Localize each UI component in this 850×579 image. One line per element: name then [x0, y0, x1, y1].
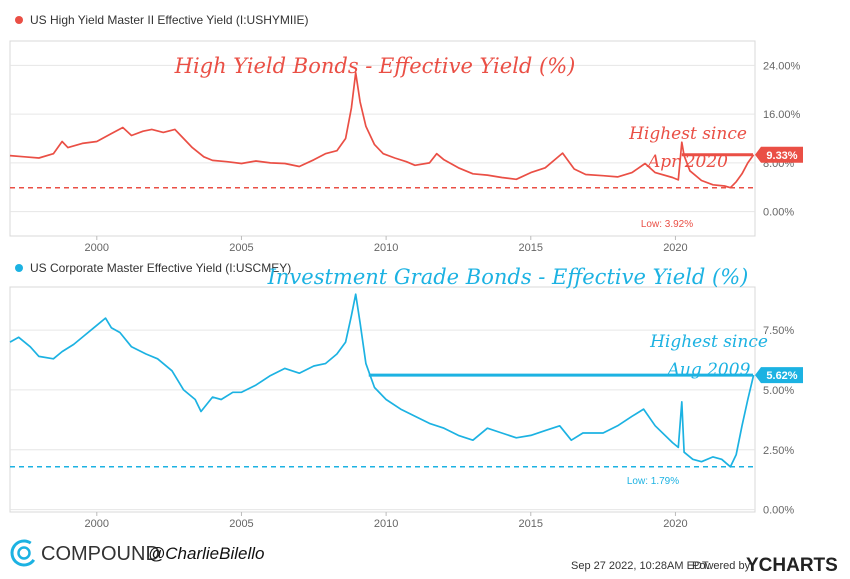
high-yield-y-tick-label: 0.00%: [763, 207, 794, 219]
investment-grade-y-tick-label: 2.50%: [763, 445, 794, 457]
investment-grade-x-tick-label: 2005: [229, 518, 253, 530]
high-yield-x-tick-label: 2015: [519, 242, 543, 254]
timestamp: Sep 27 2022, 10:28AM EDT.: [571, 560, 710, 572]
high-yield-panel: US High Yield Master II Effective Yield …: [9, 13, 803, 254]
high-yield-x-tick-label: 2010: [374, 242, 398, 254]
investment-grade-x-tick-label: 2000: [85, 518, 109, 530]
high-yield-annotation-line1: Highest since: [628, 124, 747, 144]
investment-grade-x-tick-label: 2020: [663, 518, 687, 530]
investment-grade-x-tick-label: 2015: [519, 518, 543, 530]
high-yield-y-tick-label: 16.00%: [763, 109, 801, 121]
high-yield-last-value-label: 9.33%: [766, 150, 797, 162]
high-yield-x-tick-label: 2000: [85, 242, 109, 254]
high-yield-y-tick-label: 24.00%: [763, 60, 801, 72]
investment-grade-title: Investment Grade Bonds - Effective Yield…: [267, 265, 749, 289]
high-yield-x-tick-label: 2020: [663, 242, 687, 254]
investment-grade-y-tick-label: 5.00%: [763, 385, 794, 397]
investment-grade-low-label: Low: 1.79%: [627, 476, 679, 487]
investment-grade-last-value-label: 5.62%: [766, 370, 797, 382]
investment-grade-legend-marker: [15, 264, 23, 272]
high-yield-low-label: Low: 3.92%: [641, 219, 693, 230]
high-yield-title: High Yield Bonds - Effective Yield (%): [174, 54, 576, 78]
high-yield-annotation-line2: Apr 2020: [646, 152, 728, 172]
compound-logo-icon: [10, 539, 38, 567]
investment-grade-y-tick-label: 0.00%: [763, 505, 794, 517]
ycharts-logo[interactable]: YCHARTS: [746, 555, 838, 576]
footer: COMPOUND @CharlieBilello Sep 27 2022, 10…: [10, 539, 838, 576]
high-yield-x-tick-label: 2005: [229, 242, 253, 254]
high-yield-legend-marker: [15, 16, 23, 24]
investment-grade-plot-frame: [9, 286, 756, 513]
investment-grade-annotation-line2: Aug 2009: [666, 360, 751, 380]
high-yield-series-line[interactable]: [9, 71, 755, 189]
high-yield-legend[interactable]: US High Yield Master II Effective Yield …: [30, 13, 309, 27]
investment-grade-x-tick-label: 2010: [374, 518, 398, 530]
investment-grade-legend[interactable]: US Corporate Master Effective Yield (I:U…: [30, 261, 291, 275]
high-yield-plot-frame: [9, 40, 756, 237]
investment-grade-last-value-badge: [755, 367, 803, 384]
investment-grade-series-line[interactable]: [9, 293, 755, 468]
compound-brand[interactable]: COMPOUND: [41, 543, 160, 565]
high-yield-last-value-badge: [755, 146, 803, 163]
author-handle[interactable]: @CharlieBilello: [148, 544, 264, 563]
powered-by-label: Powered by: [692, 560, 751, 572]
investment-grade-annotation-line1: Highest since: [649, 332, 768, 352]
investment-grade-panel: US Corporate Master Effective Yield (I:U…: [9, 261, 803, 530]
investment-grade-y-tick-label: 7.50%: [763, 325, 794, 337]
